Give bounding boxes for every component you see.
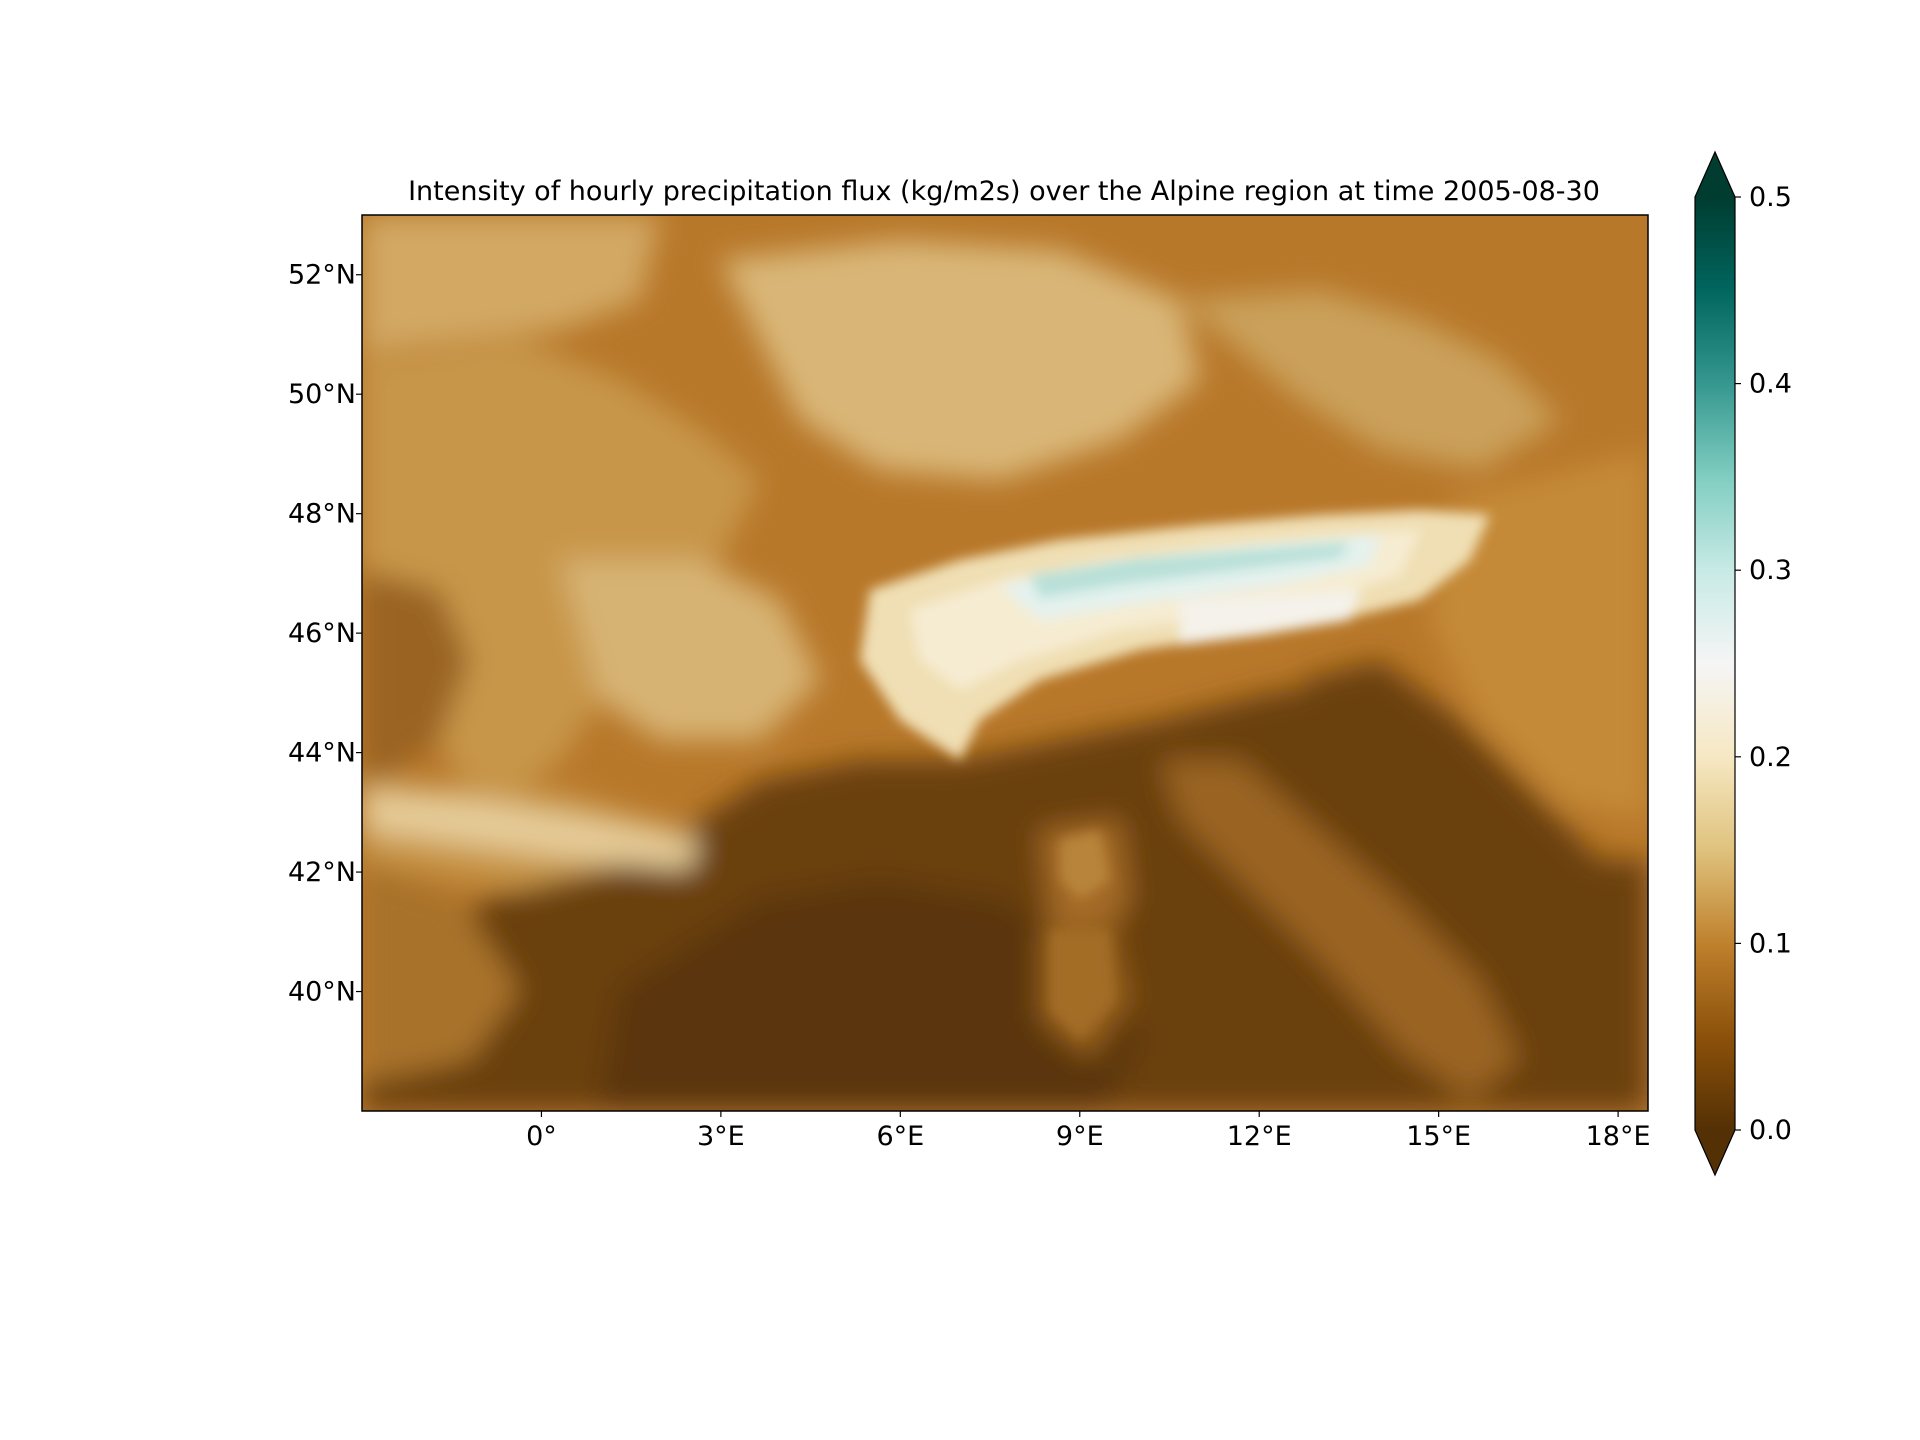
colorbar-tick-label: 0.5: [1749, 182, 1792, 213]
y-tick-label: 52°N: [288, 260, 356, 291]
colorbar-gradient: [1695, 197, 1735, 1130]
y-axis: 52°N 50°N 48°N 46°N 44°N 42°N 40°N: [288, 260, 362, 1008]
x-tick-label: 12°E: [1227, 1121, 1292, 1152]
y-tick-label: 40°N: [288, 977, 356, 1008]
chart-title: Intensity of hourly precipitation flux (…: [408, 176, 1600, 207]
y-tick-label: 46°N: [288, 618, 356, 649]
x-tick-label: 3°E: [697, 1121, 745, 1152]
x-tick-label: 0°: [526, 1121, 557, 1152]
colorbar-tick-label: 0.1: [1749, 928, 1792, 959]
colorbar-tick-label: 0.0: [1749, 1115, 1792, 1146]
x-tick-label: 9°E: [1056, 1121, 1104, 1152]
colorbar-extend-max: [1695, 152, 1735, 197]
colorbar: 0.0 0.1 0.2 0.3 0.4 0.5: [1694, 150, 1792, 1177]
x-axis: 0° 3°E 6°E 9°E 12°E 15°E 18°E: [526, 1111, 1651, 1152]
y-tick-label: 50°N: [288, 379, 356, 410]
colorbar-extend-min: [1695, 1130, 1735, 1175]
x-tick-label: 15°E: [1406, 1121, 1471, 1152]
colorbar-tick-label: 0.3: [1749, 555, 1792, 586]
y-tick-label: 42°N: [288, 857, 356, 888]
x-tick-label: 6°E: [876, 1121, 924, 1152]
colorbar-tick-label: 0.2: [1749, 742, 1792, 773]
map-frame: [361, 214, 1649, 1112]
colorbar-tick-label: 0.4: [1749, 369, 1792, 400]
y-tick-label: 44°N: [288, 738, 356, 769]
y-tick-label: 48°N: [288, 499, 356, 530]
colorbar-ticks: 0.0 0.1 0.2 0.3 0.4 0.5: [1735, 182, 1792, 1146]
precipitation-map: [362, 215, 1648, 1111]
x-tick-label: 18°E: [1586, 1121, 1651, 1152]
